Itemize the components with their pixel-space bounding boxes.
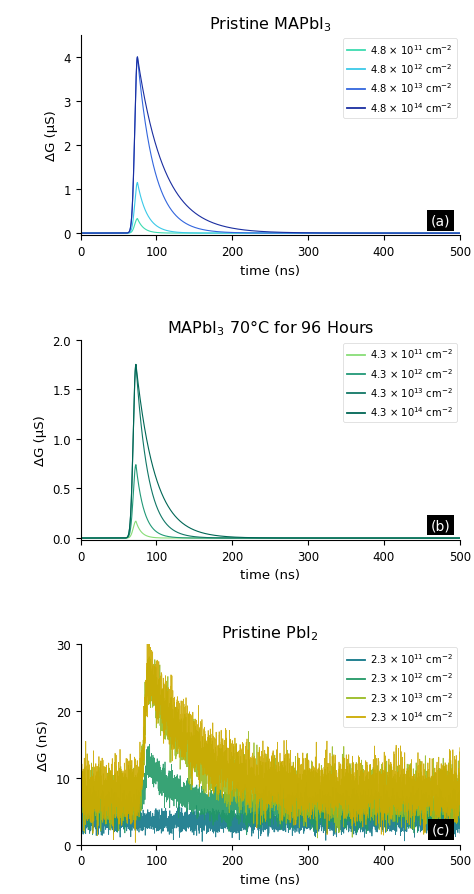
Legend: 4.8 × 10$^{11}$ cm$^{-2}$, 4.8 × 10$^{12}$ cm$^{-2}$, 4.8 × 10$^{13}$ cm$^{-2}$,: 4.8 × 10$^{11}$ cm$^{-2}$, 4.8 × 10$^{12… — [343, 38, 457, 118]
X-axis label: time (ns): time (ns) — [240, 265, 300, 277]
Text: (c): (c) — [432, 822, 450, 837]
Title: Pristine MAPbI$_3$: Pristine MAPbI$_3$ — [209, 15, 331, 33]
X-axis label: time (ns): time (ns) — [240, 873, 300, 886]
Y-axis label: ΔG (nS): ΔG (nS) — [37, 720, 50, 770]
Y-axis label: ΔG (μS): ΔG (μS) — [45, 111, 58, 161]
Title: Pristine PbI$_2$: Pristine PbI$_2$ — [221, 624, 319, 642]
X-axis label: time (ns): time (ns) — [240, 569, 300, 582]
Legend: 2.3 × 10$^{11}$ cm$^{-2}$, 2.3 × 10$^{12}$ cm$^{-2}$, 2.3 × 10$^{13}$ cm$^{-2}$,: 2.3 × 10$^{11}$ cm$^{-2}$, 2.3 × 10$^{12… — [343, 647, 457, 727]
Legend: 4.3 × 10$^{11}$ cm$^{-2}$, 4.3 × 10$^{12}$ cm$^{-2}$, 4.3 × 10$^{13}$ cm$^{-2}$,: 4.3 × 10$^{11}$ cm$^{-2}$, 4.3 × 10$^{12… — [343, 343, 457, 423]
Text: (a): (a) — [431, 214, 450, 228]
Title: MAPbI$_3$ 70°C for 96 Hours: MAPbI$_3$ 70°C for 96 Hours — [166, 318, 374, 338]
Y-axis label: ΔG (μS): ΔG (μS) — [34, 415, 46, 466]
Text: (b): (b) — [430, 519, 450, 533]
